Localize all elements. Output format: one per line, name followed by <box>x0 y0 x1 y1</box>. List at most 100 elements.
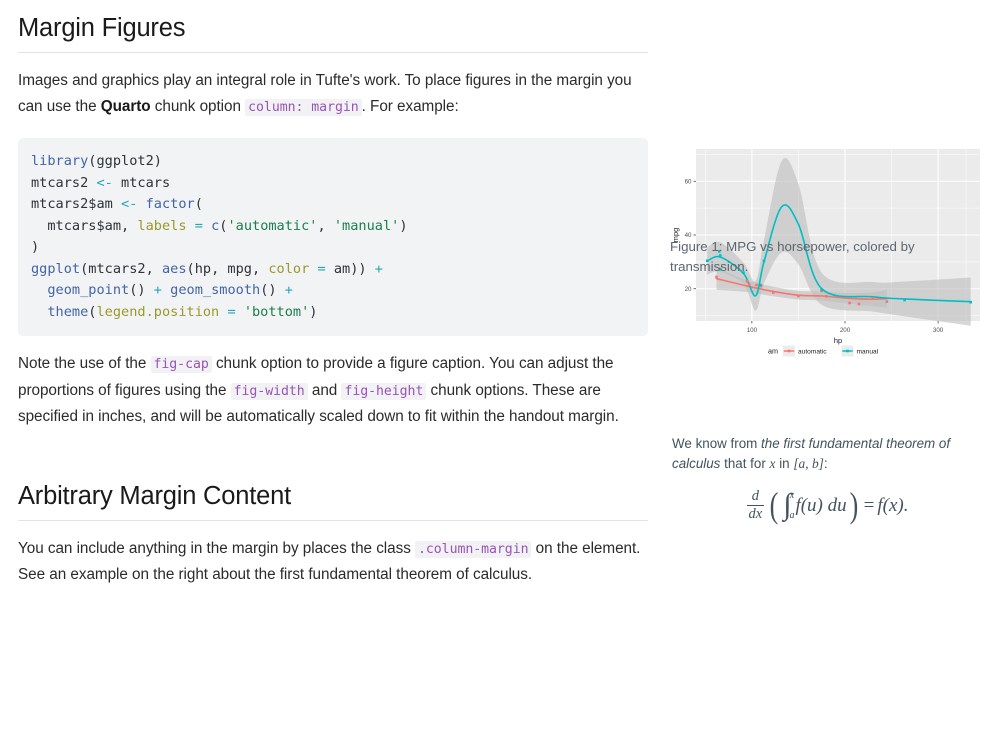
chart-xtick-label: 100 <box>747 327 758 334</box>
margin-note-text-1: We know from <box>672 436 762 451</box>
chart-point-automatic <box>871 297 875 300</box>
math-equals: = <box>863 494 875 516</box>
math-formula-ftc: d dx ( ∫ x a f(u) du ) = f(x). <box>670 484 982 525</box>
inline-code-fig-cap: fig-cap <box>150 356 212 373</box>
math-integral-upper-limit: x <box>789 489 795 501</box>
margin-note-calculus: We know from the first fundamental theor… <box>672 434 982 473</box>
section-heading-arbitrary-margin-content: Arbitrary Margin Content <box>18 468 648 521</box>
chart-ytick-label: 60 <box>685 178 692 185</box>
chart-ytick-label: 20 <box>685 286 692 293</box>
bold-term-quarto: Quarto <box>100 97 151 115</box>
code-token: mtcars <box>112 174 171 191</box>
chart-legend-key-point <box>787 349 791 353</box>
math-open-paren: ( <box>769 484 779 525</box>
chart-point-automatic <box>771 291 775 294</box>
math-integral-limits: x a <box>789 489 795 521</box>
chart-point-manual <box>718 254 722 257</box>
chart-legend-label-manual: manual <box>857 348 879 355</box>
paragraph-arbitrary-text-1: You can include anything in the margin b… <box>18 539 416 557</box>
margin-note-interval: [a, b] <box>793 455 824 471</box>
figure-1-caption: Figure 1: MPG vs horsepower, colored by … <box>670 239 915 274</box>
paragraph-figcap-text-3: and <box>307 381 342 399</box>
inline-code-column-margin-class: .column-margin <box>415 540 532 558</box>
paragraph-intro: Images and graphics play an integral rol… <box>18 68 648 120</box>
paragraph-arbitrary-text-2: on the element. See an example on the ri… <box>18 539 641 584</box>
inline-code-column-margin: column: margin <box>245 98 362 116</box>
code-token: 'bottom' <box>243 303 310 320</box>
chart-legend-title: am <box>768 347 778 356</box>
code-token: library <box>31 153 89 169</box>
chart-xtick-label: 200 <box>840 327 851 334</box>
main-content-column: Margin Figures Images and graphics play … <box>18 0 648 588</box>
code-token: aes <box>161 260 187 277</box>
chart-point-automatic <box>745 279 749 283</box>
chart-smooth-line-manual <box>706 204 972 303</box>
margin-note-emphasis: the first fundamental theorem of calculu… <box>672 436 951 471</box>
chart-point-automatic <box>885 300 889 303</box>
code-token: ( <box>219 217 228 234</box>
inline-code-fig-width: fig-width <box>230 382 308 400</box>
paragraph-arbitrary: You can include anything in the margin b… <box>18 536 648 588</box>
chart-legend-key-point <box>846 349 849 353</box>
paragraph-figcap-text-2: chunk option to provide a figure caption… <box>18 355 614 399</box>
chart-xaxis-title: hp <box>834 336 842 345</box>
section-heading-margin-figures: Margin Figures <box>18 0 648 53</box>
code-token <box>137 196 145 212</box>
code-token: mtcars2 <box>31 174 97 191</box>
section-spacer <box>18 430 648 468</box>
chart-point-manual <box>762 259 766 263</box>
code-token: + <box>374 260 383 277</box>
chart-point-automatic <box>747 283 751 287</box>
code-token: (mtcars2, <box>80 260 162 277</box>
code-token: <- <box>96 174 113 191</box>
code-token: legend.position <box>96 303 220 320</box>
math-integral-symbol: ∫ <box>783 488 792 522</box>
margin-note-text-3: in <box>775 455 794 471</box>
math-derivative-denominator: dx <box>746 505 765 523</box>
code-token <box>31 304 47 320</box>
code-token <box>187 218 195 234</box>
code-token: = <box>194 217 203 234</box>
code-token: ) <box>399 217 408 234</box>
chart-point-manual <box>969 300 972 304</box>
paragraph-intro-text-2: chunk option <box>150 97 246 115</box>
chart-point-automatic <box>797 294 800 298</box>
code-token: mtcars$am, <box>31 217 138 234</box>
chart-point-automatic <box>820 289 823 293</box>
code-token: + <box>153 282 162 298</box>
chart-yaxis-title: mpg <box>671 228 680 242</box>
code-token: ) <box>31 239 40 255</box>
chart-point-automatic <box>715 275 718 279</box>
math-integral: ∫ x a <box>783 488 795 522</box>
code-token: color <box>268 260 310 277</box>
code-token: labels <box>137 217 187 234</box>
math-derivative-numerator: d <box>751 488 759 504</box>
code-token: ( <box>194 196 203 212</box>
code-token: () <box>129 282 154 298</box>
code-token: theme <box>47 303 89 320</box>
code-token <box>162 282 170 298</box>
math-integral-lower-limit: a <box>789 509 795 521</box>
figure-1-ggplot: 100 200 300 20 40 60 hp mpg am automatic manual <box>670 145 985 370</box>
chart-point-manual <box>820 288 823 291</box>
math-row: d dx ( ∫ x a f(u) du ) = f(x). <box>744 484 909 525</box>
inline-code-fig-height: fig-height <box>341 382 427 400</box>
code-token: c <box>211 217 220 234</box>
code-token: = <box>227 303 236 320</box>
code-token: <- <box>121 196 138 212</box>
math-right-hand-side: f(x). <box>877 494 909 516</box>
code-token: ggplot <box>31 260 81 277</box>
chart-point-manual <box>758 283 762 287</box>
chart-point-automatic <box>857 302 861 306</box>
code-token <box>203 218 211 234</box>
code-token: (hp, mpg, <box>186 260 269 277</box>
code-token: ) <box>309 303 318 320</box>
code-token <box>31 282 47 298</box>
chart-point-automatic <box>848 301 851 305</box>
margin-note-text-4: : <box>823 455 828 471</box>
code-token: (ggplot2) <box>88 153 162 169</box>
paragraph-figcap-text-1: Note the use of the <box>18 355 151 372</box>
chart-legend-label-automatic: automatic <box>798 348 827 355</box>
chart-ytick-label: 40 <box>685 232 692 239</box>
